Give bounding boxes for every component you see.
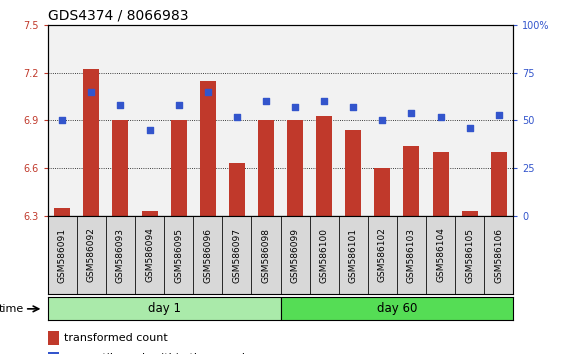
Bar: [135, 216, 164, 294]
Text: GSM586093: GSM586093: [116, 228, 125, 282]
Bar: [222, 216, 251, 294]
Text: GSM586096: GSM586096: [203, 228, 212, 282]
Point: [232, 114, 241, 119]
Point: [349, 104, 358, 110]
Point: [203, 89, 212, 95]
Point: [320, 98, 329, 104]
Bar: [280, 297, 513, 320]
Text: GSM586098: GSM586098: [261, 228, 270, 282]
Bar: [287, 120, 303, 216]
Bar: [84, 69, 99, 216]
Text: GSM586094: GSM586094: [145, 228, 154, 282]
Text: GSM586106: GSM586106: [494, 228, 503, 282]
Bar: [229, 163, 245, 216]
Point: [58, 118, 67, 123]
Bar: [280, 216, 310, 294]
Text: GSM586103: GSM586103: [407, 228, 416, 282]
Bar: [345, 130, 361, 216]
Text: percentile rank within the sample: percentile rank within the sample: [64, 353, 252, 354]
Text: GSM586101: GSM586101: [349, 228, 358, 282]
Point: [407, 110, 416, 115]
Bar: [251, 216, 280, 294]
Bar: [77, 216, 106, 294]
Bar: [484, 216, 513, 294]
Text: day 1: day 1: [148, 302, 181, 315]
Bar: [397, 216, 426, 294]
Bar: [339, 216, 368, 294]
Point: [378, 118, 387, 123]
Bar: [462, 211, 477, 216]
Bar: [426, 216, 455, 294]
Bar: [106, 216, 135, 294]
Text: GSM586092: GSM586092: [87, 228, 96, 282]
Text: GSM586091: GSM586091: [58, 228, 67, 282]
Point: [291, 104, 300, 110]
Bar: [48, 352, 59, 354]
Text: day 60: day 60: [377, 302, 417, 315]
Bar: [433, 152, 449, 216]
Bar: [171, 120, 187, 216]
Bar: [48, 216, 77, 294]
Text: GSM586104: GSM586104: [436, 228, 445, 282]
Bar: [112, 120, 128, 216]
Bar: [491, 152, 507, 216]
Text: GSM586095: GSM586095: [174, 228, 183, 282]
Bar: [193, 216, 222, 294]
Bar: [48, 331, 59, 345]
Text: GSM586102: GSM586102: [378, 228, 387, 282]
Bar: [374, 168, 390, 216]
Point: [145, 127, 154, 133]
Bar: [200, 80, 216, 216]
Text: transformed count: transformed count: [64, 333, 168, 343]
Text: GSM586100: GSM586100: [320, 228, 329, 282]
Bar: [164, 216, 193, 294]
Point: [87, 89, 96, 95]
Text: GDS4374 / 8066983: GDS4374 / 8066983: [48, 8, 188, 22]
Bar: [48, 297, 280, 320]
Point: [436, 114, 445, 119]
Bar: [368, 216, 397, 294]
Bar: [54, 208, 70, 216]
Point: [116, 102, 125, 108]
Text: GSM586105: GSM586105: [465, 228, 474, 282]
Text: time: time: [0, 304, 24, 314]
Text: GSM586099: GSM586099: [291, 228, 300, 282]
Bar: [258, 120, 274, 216]
Point: [261, 98, 270, 104]
Bar: [403, 146, 420, 216]
Bar: [310, 216, 339, 294]
Point: [465, 125, 474, 131]
Bar: [316, 115, 332, 216]
Point: [494, 112, 503, 118]
Bar: [455, 216, 484, 294]
Bar: [141, 211, 158, 216]
Text: GSM586097: GSM586097: [232, 228, 241, 282]
Point: [174, 102, 183, 108]
